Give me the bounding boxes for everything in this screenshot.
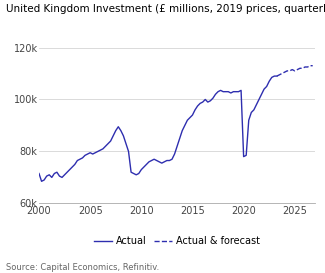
- Text: Source: Capital Economics, Refinitiv.: Source: Capital Economics, Refinitiv.: [6, 263, 160, 272]
- Actual: [37, 172, 41, 175]
- Actual: [183, 124, 187, 127]
- Line: Actual & forecast: Actual & forecast: [277, 66, 313, 76]
- Actual & forecast: [308, 64, 312, 67]
- Actual & forecast: [288, 69, 292, 73]
- Actual & forecast: [275, 75, 279, 78]
- Legend: Actual, Actual & forecast: Actual, Actual & forecast: [91, 232, 264, 250]
- Actual & forecast: [283, 70, 287, 74]
- Actual & forecast: [311, 64, 315, 67]
- Actual: [101, 147, 105, 150]
- Actual: [139, 168, 143, 171]
- Actual & forecast: [295, 68, 299, 71]
- Actual & forecast: [290, 68, 294, 71]
- Actual & forecast: [303, 65, 307, 69]
- Text: United Kingdom Investment (£ millions, 2019 prices, quarterly): United Kingdom Investment (£ millions, 2…: [6, 4, 325, 14]
- Actual: [132, 172, 136, 175]
- Actual: [81, 156, 84, 159]
- Actual & forecast: [278, 73, 281, 76]
- Actual: [219, 89, 223, 92]
- Actual & forecast: [301, 67, 305, 70]
- Actual & forecast: [275, 75, 279, 78]
- Actual & forecast: [285, 69, 289, 73]
- Actual: [275, 75, 279, 78]
- Actual & forecast: [298, 67, 302, 70]
- Actual & forecast: [293, 69, 297, 73]
- Actual & forecast: [280, 72, 284, 75]
- Actual: [272, 75, 276, 78]
- Actual & forecast: [306, 65, 309, 69]
- Line: Actual: Actual: [39, 76, 277, 181]
- Actual: [40, 180, 44, 183]
